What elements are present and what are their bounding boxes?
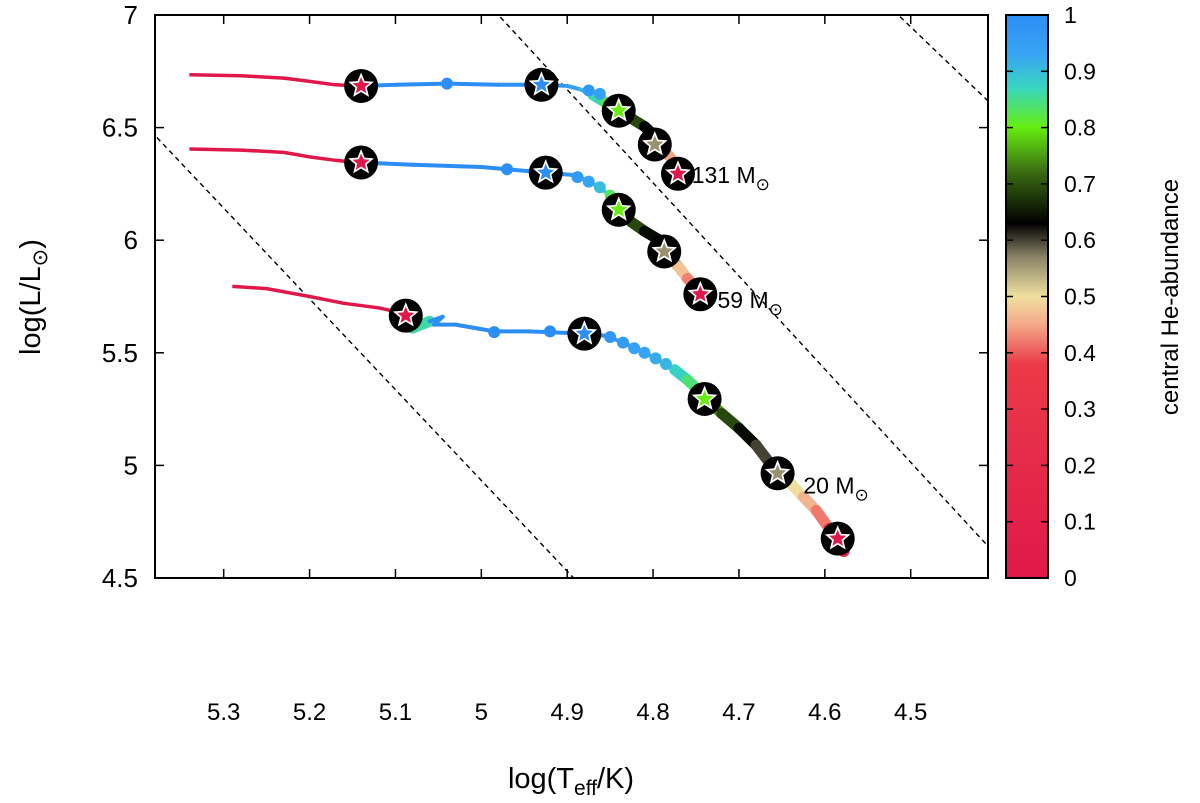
star-marker-fill [691,285,709,302]
colorbar-tick-label: 0.6 [1064,227,1096,253]
colorbar-tick-label: 1 [1064,2,1077,28]
track-segment [565,83,583,92]
x-tick-label: 4.5 [894,699,927,726]
star-marker-fill [537,163,555,180]
y-tick-label: 6.5 [102,113,138,143]
star-marker-fill [646,135,664,152]
y-axis-label: log(L/L⊙) [15,239,52,355]
star-marker-fill [610,101,628,118]
x-tick-label: 4.6 [808,699,841,726]
star-marker [637,127,672,162]
x-axis-label: log(Teff/K) [508,763,634,800]
track-dot [604,331,617,344]
track-dot [488,326,501,339]
colorbar-tick-label: 0.1 [1064,509,1096,535]
star-marker-fill [575,324,593,341]
star-marker [760,456,795,491]
star-marker-fill [696,389,714,407]
star-marker-fill [769,464,787,481]
track-dot [593,87,606,100]
track-dot [501,163,514,176]
x-tick-label: 5.3 [207,699,240,726]
star-marker-fill [610,200,628,218]
series-mass-label: 131 M⊙ [692,162,770,194]
star-marker-fill [829,529,847,546]
star-marker-fill [397,306,415,323]
colorbar-tick-label: 0.4 [1064,340,1096,366]
series-mass-label: 20 M⊙ [803,473,868,505]
colorbar-ticks: 0 0.1 0.2 0.3 0.4 0.5 0.6 0.7 0.8 0.9 1 [1006,2,1096,591]
track-dot [571,171,584,184]
star-marker [660,156,695,191]
x-tick-label: 5 [475,699,488,726]
star-marker-fill [655,242,673,259]
track-dot [544,325,557,338]
star-marker-fill [352,153,370,170]
colorbar-label: central He-abundance [1157,179,1184,415]
colorbar-tick-label: 0.8 [1064,115,1096,141]
colorbar-tick-label: 0 [1064,565,1077,591]
plot-frame [154,14,989,579]
y-tick-label: 7 [124,0,138,30]
star-marker [601,93,636,128]
series-mass-label: 59 M⊙ [717,287,782,319]
colorbar-tick-label: 0.5 [1064,284,1096,310]
reference-lines [155,15,988,578]
star-marker [567,316,602,351]
series-59 M⊙ [189,147,711,310]
series-20 M⊙ [232,284,850,557]
colorbar-tick-label: 0.9 [1064,58,1096,84]
track-dot [659,358,672,371]
track-markers [344,67,855,556]
star-marker-fill [669,164,687,182]
track-dot [593,181,606,194]
track-segment [453,322,497,334]
y-tick-label: 5 [124,450,138,480]
x-axis: 5.3 5.2 5.1 5 4.9 4.8 4.7 4.6 4.5 [207,15,927,726]
evolution-tracks [189,72,850,557]
series-labels: 131 M⊙ 59 M⊙ 20 M⊙ [692,162,869,505]
reference-line-right [897,15,988,102]
reference-line-middle [497,15,988,548]
track-dot [582,175,595,188]
star-marker [683,277,718,312]
colorbar-tick-label: 0.7 [1064,171,1096,197]
y-tick-label: 5.5 [102,338,138,368]
x-tick-label: 4.9 [551,699,584,726]
colorbar-tick-label: 0.3 [1064,396,1096,422]
star-marker [344,68,379,103]
x-tick-label: 4.8 [636,699,669,726]
pre-track-line [232,284,405,316]
reference-line-left [155,134,575,578]
star-marker [388,298,423,333]
track-dot [582,84,595,97]
track-dot [628,342,641,355]
track-dot [638,346,651,359]
star-marker [647,234,682,269]
x-tick-label: 5.2 [293,699,326,726]
track-segment [393,81,449,87]
y-tick-label: 4.5 [102,563,138,593]
pre-track-line [189,147,357,165]
star-marker [820,521,855,556]
star-marker [524,67,559,102]
track-dot [649,352,662,365]
star-marker [528,155,563,190]
track-segment [444,81,501,87]
colorbar-tick-label: 0.2 [1064,452,1096,478]
x-tick-label: 5.1 [379,699,412,726]
y-tick-label: 6 [124,225,138,255]
track-segment [410,162,484,170]
track-dot [440,77,453,90]
star-marker [601,192,636,227]
star-marker-fill [352,76,370,94]
pre-track-line [189,72,357,88]
track-dot [617,336,630,349]
x-tick-label: 4.7 [722,699,755,726]
y-axis: 4.5 5 5.5 6 6.5 7 [102,0,988,593]
star-marker [344,145,379,180]
star-marker [687,381,722,416]
star-marker-fill [532,75,550,93]
